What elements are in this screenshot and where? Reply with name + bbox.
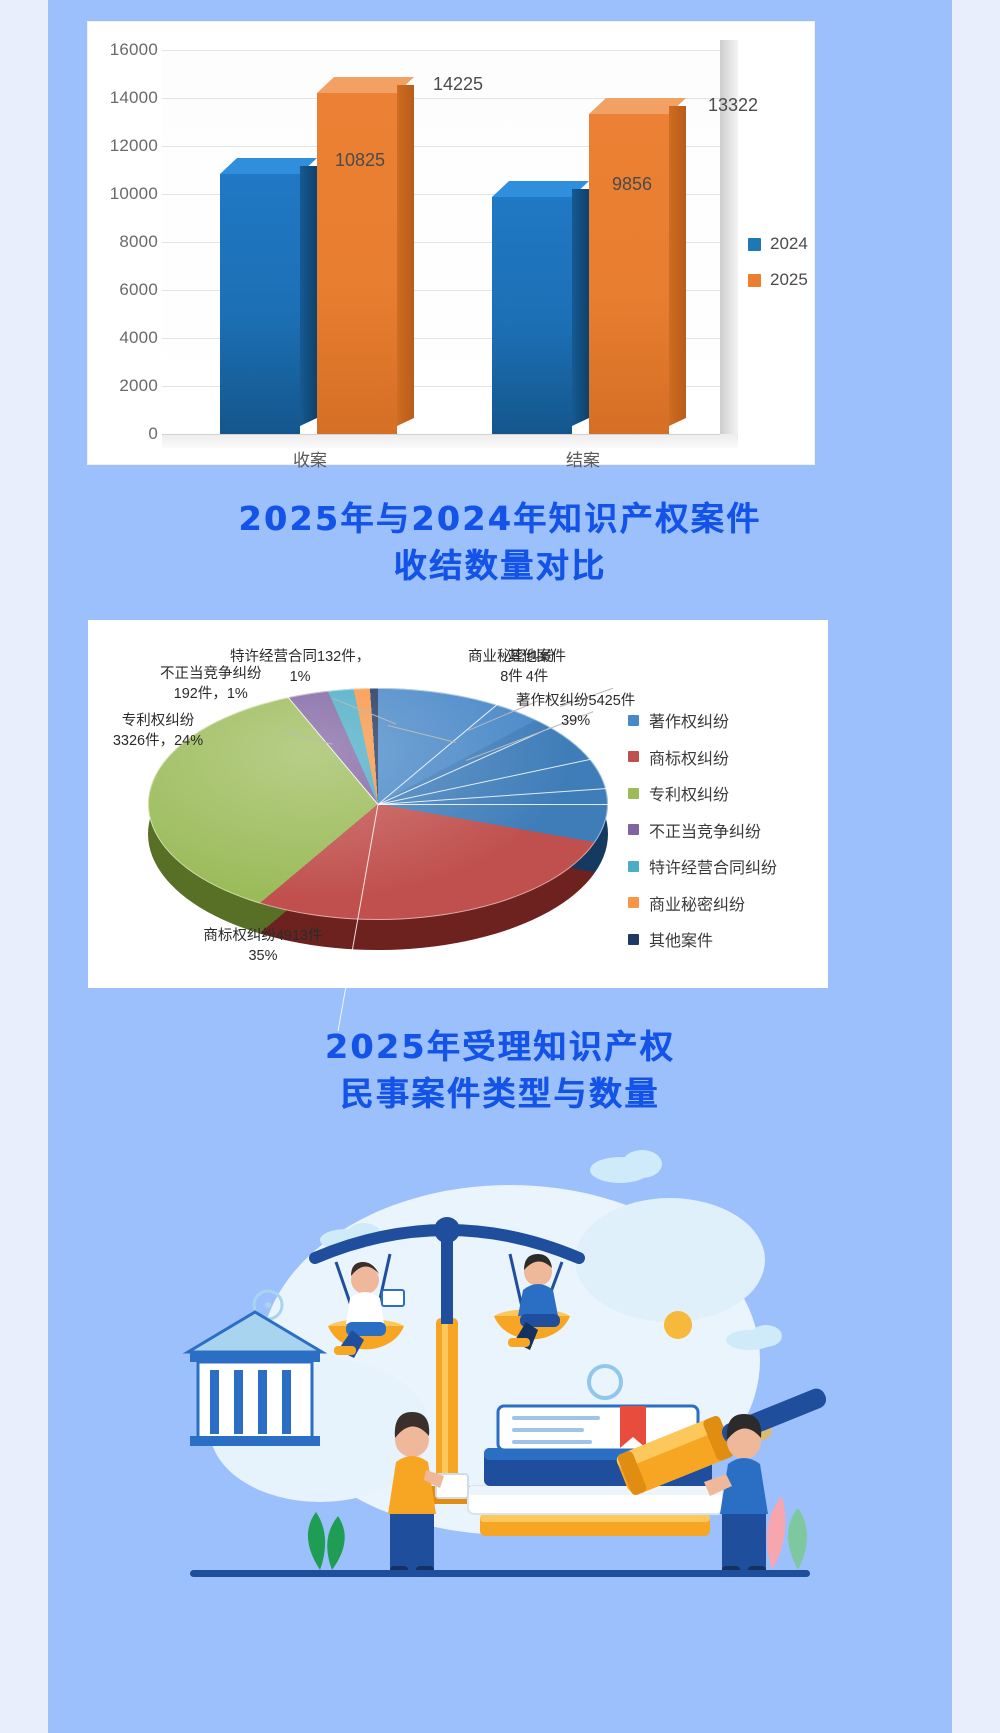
x-label-shouan: 收案 <box>293 451 327 470</box>
bar-chart-title-line2: 收结数量对比 <box>393 545 607 585</box>
pie-chart-graphic <box>148 627 608 1032</box>
bar-chart-title-line1: 2025年与2024年知识产权案件 <box>238 499 762 538</box>
pie-legend-label-franchise: 特许经营合同纠纷 <box>649 860 778 877</box>
legend-swatch-franchise-icon <box>628 860 639 872</box>
pie-callout-trade-secret-line2: 8件 <box>500 668 523 685</box>
pie-callout-franchise-line2: 1% <box>289 668 311 685</box>
bar-value-2024-jiean: 9856 <box>611 174 653 194</box>
plot-side-wall <box>720 40 738 436</box>
pie-callout-trade-secret: 商业秘密纠纷 8件 <box>468 648 555 687</box>
bar-series-group <box>162 50 720 434</box>
bar-chart-title: 2025年与2024年知识产权案件 收结数量对比 <box>0 496 1000 590</box>
x-label-jiean: 结案 <box>566 451 600 470</box>
pie-legend-item-trade-secret[interactable]: 商业秘密纠纷 <box>628 891 777 915</box>
pie-callout-other-line1: 其他案件 <box>508 649 566 665</box>
pie-legend-item-copyright[interactable]: 著作权纠纷 <box>628 708 777 732</box>
gridlines <box>162 50 720 435</box>
pie-legend-item-trademark[interactable]: 商标权纠纷 <box>628 745 777 769</box>
pie-callout-trade-secret-line1: 商业秘密纠纷 <box>468 649 555 665</box>
y-tick-10000: 10000 <box>109 184 158 203</box>
page-left-margin <box>0 0 48 1733</box>
pie-callout-trademark-line2: 35% <box>248 947 278 964</box>
pie-callout-franchise-line1: 特许经营合同132件， <box>230 649 371 665</box>
bar-value-2024-shouan: 10825 <box>334 150 386 170</box>
y-tick-14000: 14000 <box>109 88 158 107</box>
legend-swatch-copyright-icon <box>628 714 639 726</box>
pie-chart-legend: 著作权纠纷 商标权纠纷 专利权纠纷 不正当竞争纠纷 特许经营合同纠纷 商业秘密纠… <box>628 708 777 951</box>
pie-callout-unfair-line2: 192件，1% <box>173 685 248 702</box>
pie-callout-patent-line2: 3326件，24% <box>112 732 204 749</box>
plot-floor <box>162 434 738 448</box>
pie-legend-label-trade-secret: 商业秘密纠纷 <box>649 896 746 914</box>
bar-value-2025-shouan: 14225 <box>432 74 484 94</box>
bar-chart-card: 16000 14000 12000 10000 8000 6000 4000 2… <box>88 22 814 470</box>
justice-scales-gavel-illustration <box>150 1130 850 1580</box>
y-tick-16000: 16000 <box>109 40 158 59</box>
y-tick-4000: 4000 <box>119 328 158 347</box>
legend-swatch-2024-icon <box>748 237 761 251</box>
pie-3d-surface[interactable] <box>148 627 608 1032</box>
page-right-margin <box>952 0 1000 1733</box>
pie-callout-franchise: 特许经营合同132件， 1% <box>230 648 370 687</box>
pie-callout-unfair-competition: 不正当竞争纠纷 192件，1% <box>160 665 262 704</box>
y-tick-6000: 6000 <box>119 280 158 299</box>
pie-chart-title-line2: 民事案件类型与数量 <box>340 1073 660 1113</box>
pie-chart-title: 2025年受理知识产权 民事案件类型与数量 <box>0 1024 1000 1118</box>
bar-chart-legend: 2024 2025 <box>748 234 808 290</box>
y-tick-8000: 8000 <box>119 232 158 251</box>
pie-callout-patent-line1: 专利权纠纷 <box>121 713 195 729</box>
pie-legend-label-other: 其他案件 <box>649 933 714 950</box>
pie-legend-label-patent: 专利权纠纷 <box>649 787 730 804</box>
pie-callout-copyright: 著作权纠纷5425件 39% <box>516 692 635 731</box>
pie-legend-label-copyright: 著作权纠纷 <box>649 714 730 731</box>
pie-legend-item-other[interactable]: 其他案件 <box>628 927 777 951</box>
bar-2024-jiean[interactable] <box>492 197 572 434</box>
y-tick-2000: 2000 <box>119 376 158 395</box>
pie-legend-item-unfair-competition[interactable]: 不正当竞争纠纷 <box>628 818 777 842</box>
bar-chart-plot-area: 16000 14000 12000 10000 8000 6000 4000 2… <box>88 22 814 470</box>
bar-2024-shouan[interactable] <box>220 174 300 434</box>
bar-2025-shouan[interactable] <box>317 93 397 434</box>
bar-value-2025-jiean: 13322 <box>707 95 759 115</box>
pie-callout-unfair-line1: 不正当竞争纠纷 <box>160 666 262 682</box>
pie-callout-copyright-line1: 著作权纠纷5425件 <box>516 693 636 709</box>
pie-legend-item-franchise[interactable]: 特许经营合同纠纷 <box>628 854 777 878</box>
legend-label-2024: 2024 <box>770 234 808 253</box>
pie-callout-copyright-line2: 39% <box>561 712 591 729</box>
y-tick-12000: 12000 <box>109 136 158 155</box>
bar-2025-jiean[interactable] <box>589 114 669 434</box>
pie-legend-label-trademark: 商标权纠纷 <box>649 750 730 768</box>
pie-chart-title-line1: 2025年受理知识产权 <box>324 1027 676 1066</box>
legend-swatch-trade-secret-icon <box>628 897 639 908</box>
pie-legend-label-unfair: 不正当竞争纠纷 <box>649 823 762 841</box>
pie-callout-other-line2: 4件 <box>525 668 549 685</box>
pie-callout-patent: 专利权纠纷 3326件，24% <box>88 712 228 751</box>
legend-swatch-other-icon <box>628 933 639 945</box>
legend-item-2025[interactable]: 2025 <box>748 270 808 290</box>
legend-label-2025: 2025 <box>770 270 808 289</box>
legend-item-2024[interactable]: 2024 <box>748 234 808 254</box>
pie-callout-trademark-line1: 商标权纠纷4913件 <box>203 928 323 944</box>
y-axis-tick-labels: 16000 14000 12000 10000 8000 6000 4000 2… <box>96 40 158 443</box>
legend-swatch-trademark-icon <box>628 751 639 762</box>
pie-callout-other: 其他案件 4件 <box>508 648 566 687</box>
pie-callout-trademark: 商标权纠纷4913件 35% <box>138 927 388 966</box>
pie-chart-card: 特许经营合同132件， 1% 商业秘密纠纷 8件 其他案件 4件 不正当竞争纠纷… <box>88 620 828 1032</box>
legend-swatch-patent-icon <box>628 787 639 799</box>
y-tick-0: 0 <box>148 424 158 443</box>
pie-legend-item-patent[interactable]: 专利权纠纷 <box>628 781 777 805</box>
legend-swatch-unfair-icon <box>628 824 639 835</box>
legend-swatch-2025-icon <box>748 273 761 287</box>
